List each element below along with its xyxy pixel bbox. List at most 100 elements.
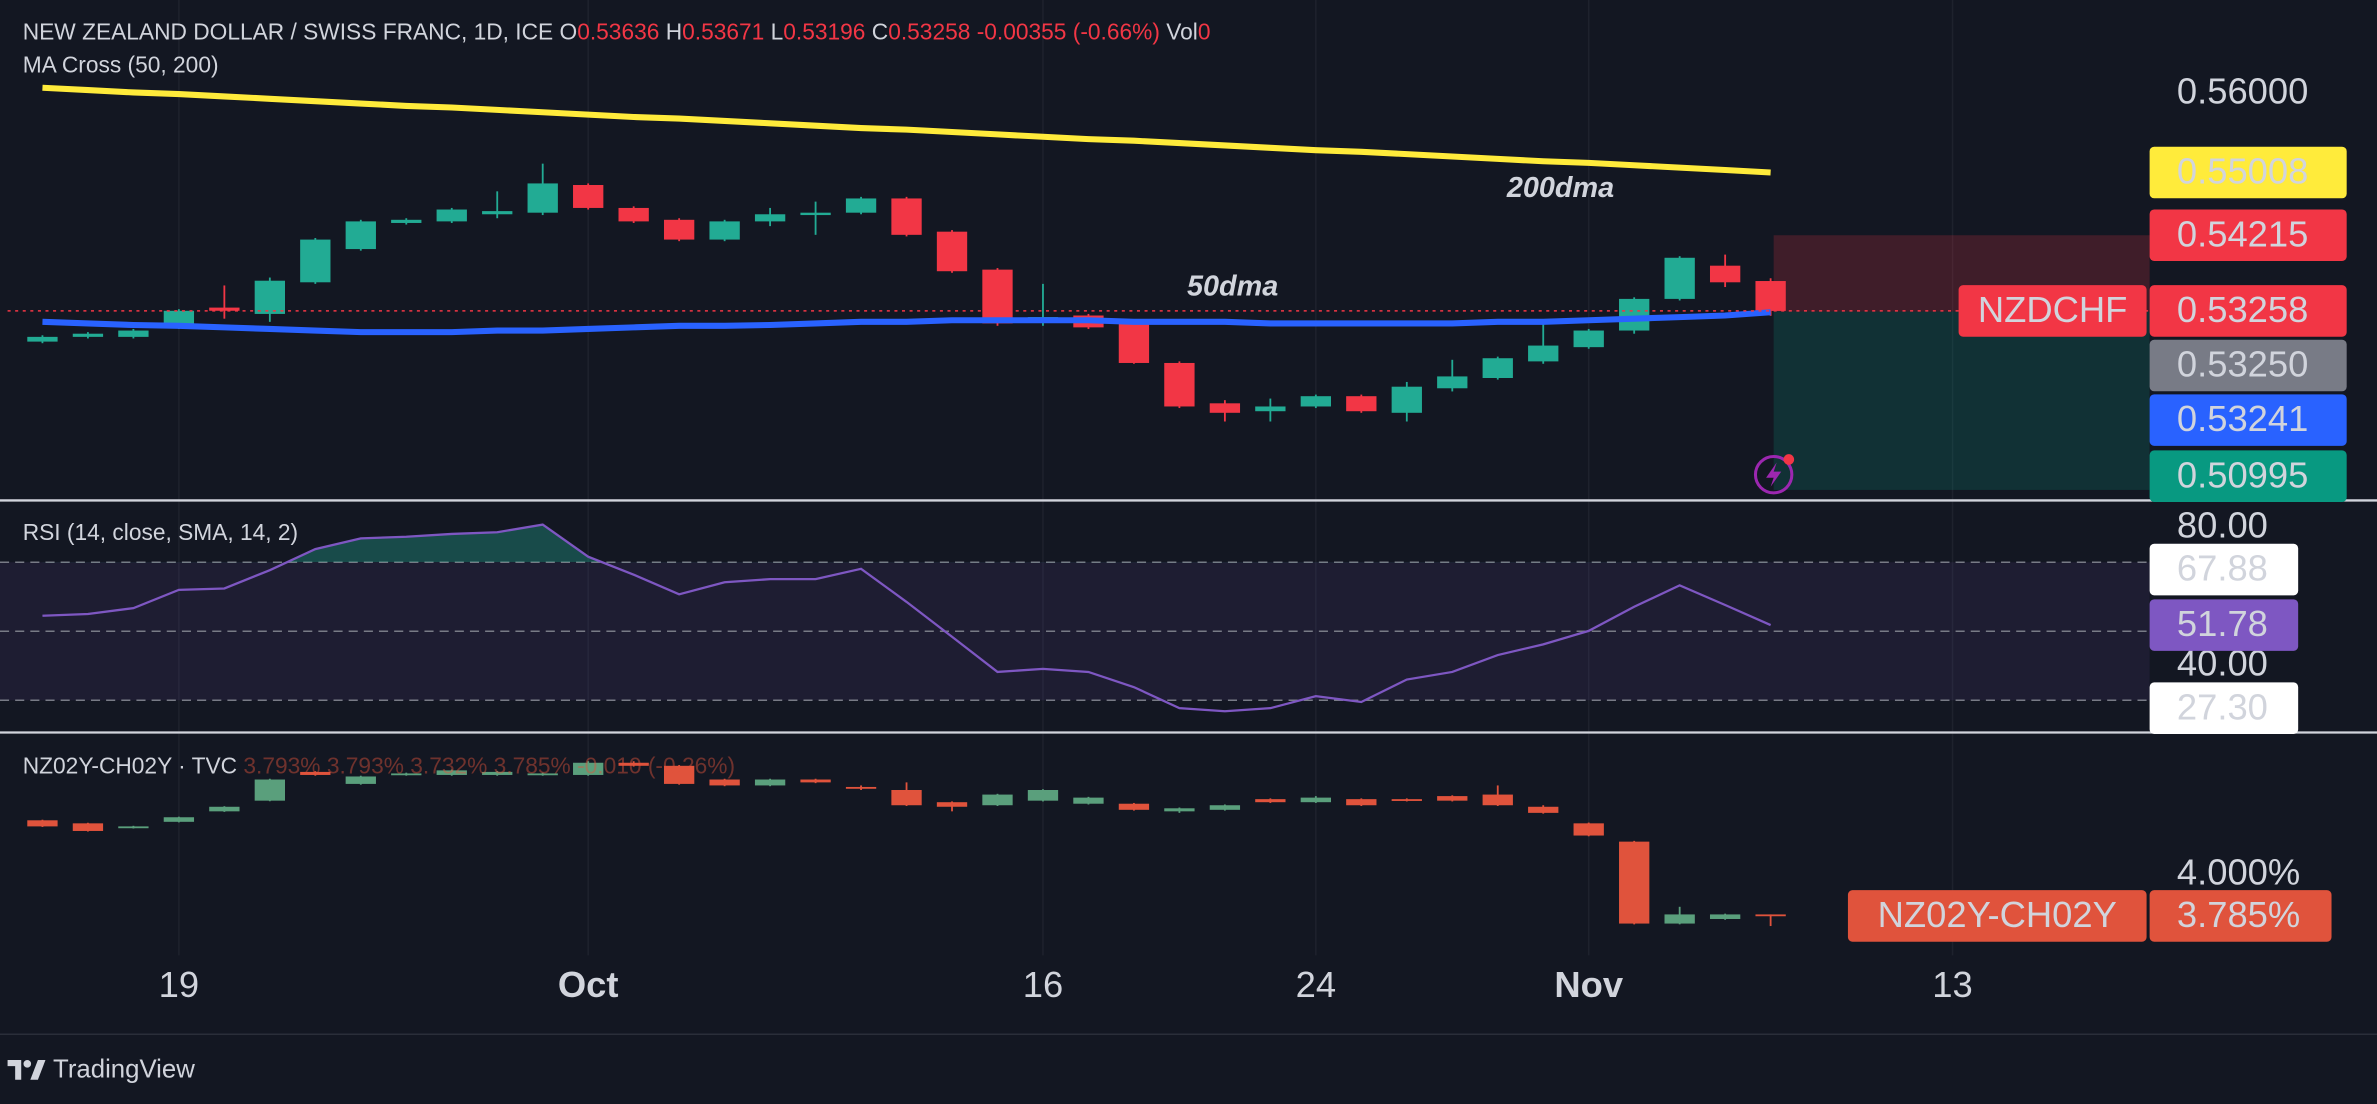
- candle-body: [1709, 914, 1741, 919]
- candle-body: [1300, 396, 1331, 407]
- price-label: 0.55008: [2177, 151, 2308, 192]
- candle-body: [1755, 914, 1786, 917]
- candle-body: [436, 209, 467, 222]
- candle-body: [800, 779, 831, 783]
- grid: [0, 0, 2150, 956]
- logo-shape: [30, 1060, 46, 1080]
- price-label: 0.53258: [2177, 289, 2308, 330]
- candle-body: [209, 307, 240, 311]
- candle-body: [982, 794, 1013, 806]
- symbol-box: [1958, 285, 2147, 337]
- candle-body: [300, 239, 331, 283]
- price-label: 3.785%: [2177, 894, 2300, 935]
- candle-body: [1664, 257, 1695, 299]
- alert-dot: [1783, 454, 1795, 465]
- price-label-box: [2149, 394, 2347, 446]
- legend-value: 0.53671: [682, 18, 764, 44]
- candle-body: [163, 817, 195, 822]
- candle-body: [663, 765, 695, 784]
- candle-body: [1482, 794, 1513, 806]
- candle-body: [709, 221, 740, 240]
- candle-body: [1209, 403, 1241, 413]
- rsi-line: [42, 523, 1772, 713]
- candle-body: [1300, 797, 1331, 803]
- candle-body: [1437, 376, 1468, 389]
- candle-body: [1255, 406, 1286, 412]
- candle-body: [1118, 323, 1150, 363]
- x-tick-label: 16: [1023, 964, 1063, 1005]
- candle-body: [1709, 265, 1741, 283]
- ma-line: [42, 84, 1771, 176]
- candle-body: [482, 211, 513, 215]
- candle-body: [254, 779, 285, 801]
- x-tick-label: Oct: [558, 964, 619, 1005]
- price-label-box: [2149, 682, 2299, 734]
- candle-body: [754, 779, 786, 786]
- candle-body: [1437, 796, 1468, 801]
- candle-body: [1255, 799, 1286, 803]
- x-tick-label: 24: [1296, 964, 1336, 1005]
- logo-shape: [7, 1060, 22, 1080]
- candle-body: [573, 185, 604, 208]
- candle-body: [27, 336, 58, 342]
- candle-body: [72, 333, 104, 337]
- alert-icon[interactable]: [1753, 454, 1795, 495]
- legend-key: L: [771, 18, 784, 44]
- symbol-box: [1847, 890, 2147, 942]
- x-tick-label: 13: [1932, 964, 1972, 1005]
- legend-value: 3.793%: [243, 752, 320, 778]
- candle-body: [300, 771, 331, 775]
- price-label-box: [2149, 450, 2347, 502]
- ma-annotation: 200dma: [1506, 172, 1614, 204]
- candle-body: [254, 280, 285, 314]
- brand-name: TradingView: [53, 1055, 195, 1083]
- candle-body: [754, 214, 786, 222]
- price-label: 27.30: [2177, 686, 2268, 727]
- position-reward: [1773, 311, 2150, 490]
- overbought-fill: [286, 524, 603, 563]
- candle-body: [1619, 841, 1650, 924]
- y-tick-label: 4.000%: [2177, 852, 2300, 893]
- legend-key: C: [872, 18, 888, 44]
- candle-body: [845, 198, 877, 213]
- price-label-box: [2149, 543, 2299, 596]
- candle-body: [1164, 808, 1195, 812]
- symbol-label: NZ02Y-CH02Y: [1878, 894, 2117, 935]
- x-tick-label: 19: [159, 964, 199, 1005]
- candle-body: [1619, 298, 1650, 331]
- legend-value: -0.010 (-0.26%): [577, 752, 735, 778]
- candle-body: [482, 771, 513, 775]
- candle-body: [527, 773, 558, 776]
- candle-body: [709, 779, 740, 786]
- candle-body: [1573, 330, 1604, 348]
- price-label-box: [2149, 890, 2332, 942]
- candle-body: [618, 762, 649, 766]
- title: NZ02Y-CH02Y · TVC: [23, 752, 237, 778]
- candle-body: [936, 802, 968, 807]
- price-label-box: [2149, 339, 2347, 392]
- legend-value: 3.785%: [494, 752, 571, 778]
- candle-body: [1528, 806, 1559, 813]
- price-label-box: [2149, 285, 2347, 337]
- symbol-label: NZDCHF: [1978, 289, 2127, 330]
- legend-change: -0.00355 (-0.66%): [977, 18, 1160, 44]
- ma-annotation: 50dma: [1187, 271, 1278, 303]
- candle-body: [72, 823, 104, 831]
- price-label: 0.53241: [2177, 398, 2308, 439]
- plot-area: [7, 84, 2150, 927]
- candle-body: [891, 790, 922, 806]
- legend-key: O: [560, 18, 578, 44]
- legend-value: 0: [1198, 18, 1211, 44]
- alert-bolt: [1766, 462, 1782, 487]
- candle-body: [1482, 358, 1513, 378]
- price-legend: NEW ZEALAND DOLLAR / SWISS FRANC, 1D, IC…: [23, 18, 1211, 44]
- price-label-box: [2149, 599, 2299, 651]
- candle-body: [345, 221, 376, 250]
- brand-logo: [7, 1060, 46, 1080]
- alert-circle: [1753, 454, 1794, 495]
- legend-key: H: [666, 18, 682, 44]
- price-label: 0.50995: [2177, 454, 2308, 495]
- candle-body: [1073, 797, 1104, 804]
- candle-body: [1528, 345, 1559, 362]
